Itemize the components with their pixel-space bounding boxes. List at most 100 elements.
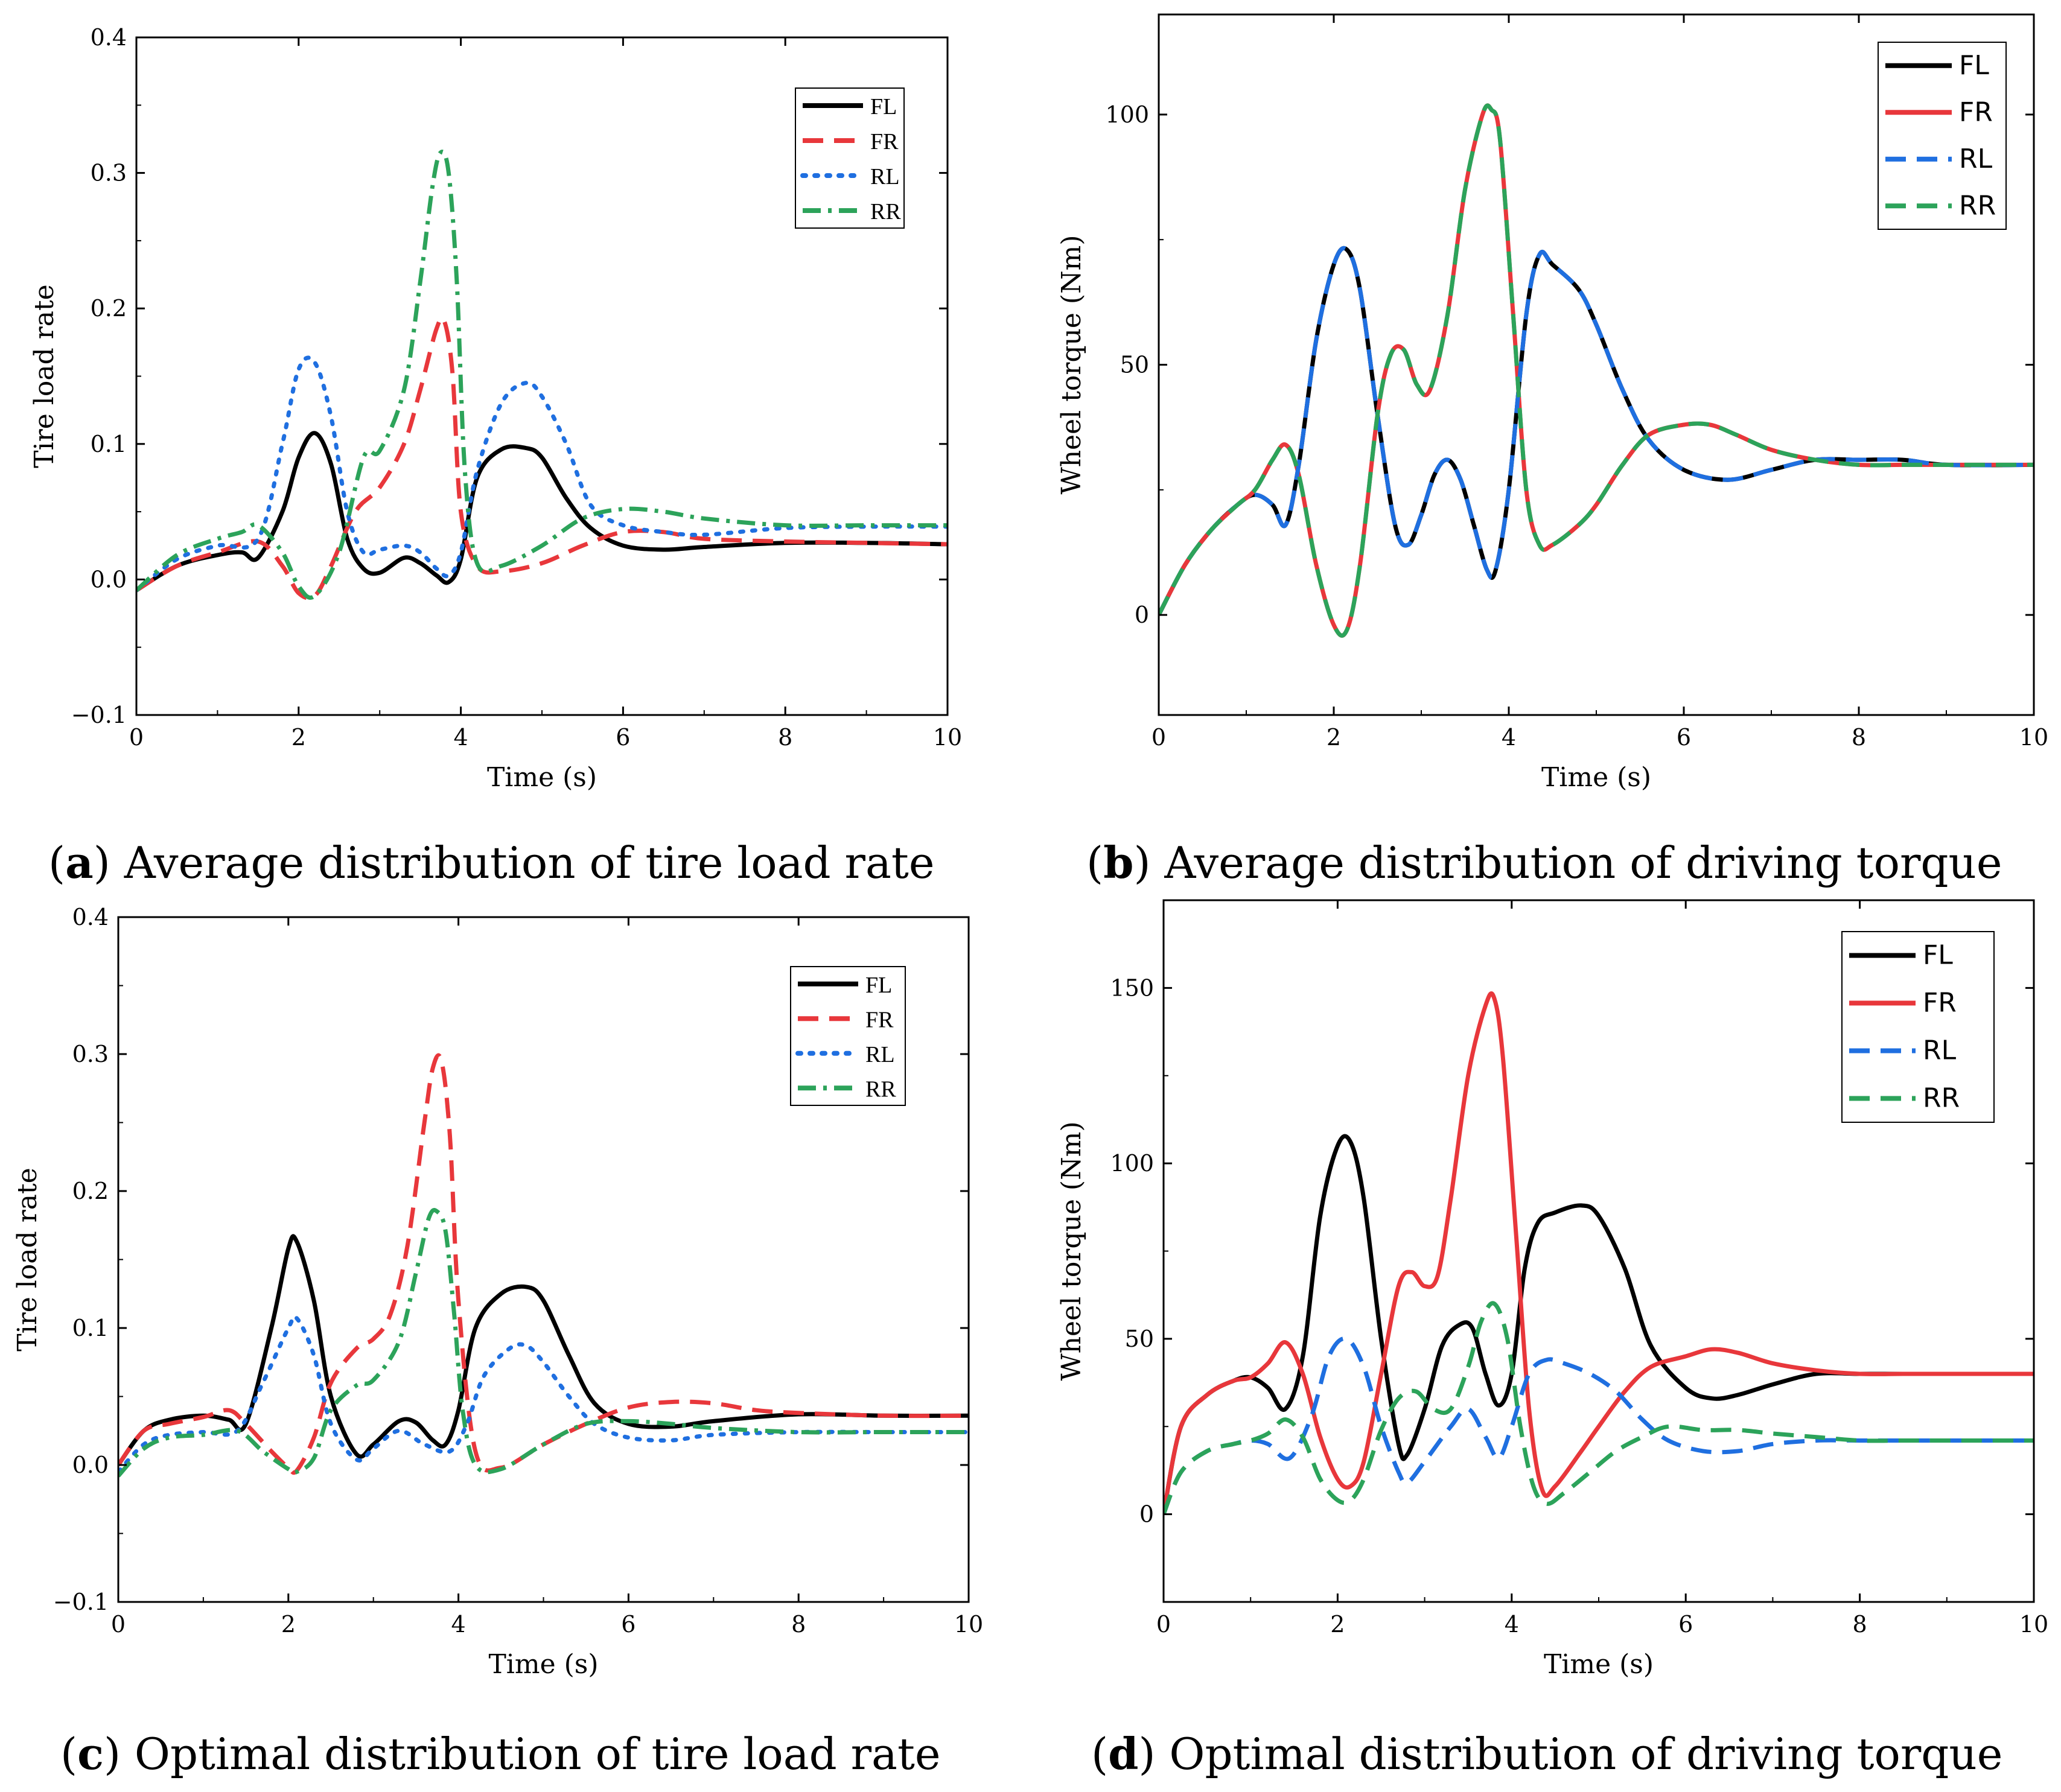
series-lines (136, 150, 948, 600)
series-line-rl (136, 355, 948, 593)
x-tick-label: 0 (1156, 1611, 1171, 1638)
y-tick-label: 0.4 (72, 904, 109, 930)
x-tick-label: 8 (778, 724, 792, 751)
series-line-rr (1159, 103, 2034, 638)
legend-label-fr: FR (1959, 97, 1993, 127)
x-tick-label: 0 (1152, 724, 1166, 751)
y-tick-label: 0.2 (72, 1178, 109, 1204)
series-line-rl (1164, 1336, 2034, 1515)
caption-text: Optimal distribution of driving torque (1169, 1729, 2002, 1779)
series-line-rr (1164, 1301, 2034, 1515)
x-tick-label: 8 (791, 1611, 806, 1638)
x-axis-title: Time (s) (488, 1649, 598, 1680)
caption-close-paren: ) (1138, 1729, 1169, 1779)
legend-label-rl: RL (865, 1042, 895, 1067)
x-tick-label: 6 (1678, 1611, 1693, 1638)
panel-caption: (b) Average distribution of driving torq… (1086, 837, 2002, 888)
series-line-fr (118, 1053, 969, 1475)
legend: FL FR RL RR (795, 87, 905, 229)
x-tick-label: 0 (129, 724, 144, 751)
series-line-fl (136, 431, 948, 593)
legend: FL FR RL RR (790, 966, 906, 1106)
legend-label-fr: FR (1923, 988, 1957, 1018)
legend-label-rr: RR (1959, 190, 1996, 221)
legend-label-fl: FL (1959, 50, 1989, 81)
x-tick-label: 4 (451, 1611, 466, 1638)
x-tick-label: 2 (281, 1611, 296, 1638)
series-line-fl (118, 1234, 969, 1467)
caption-open-paren: ( (48, 837, 65, 888)
y-tick-label: 0.2 (91, 295, 127, 322)
series-line-fr (136, 316, 948, 600)
x-tick-label: 8 (1853, 1611, 1867, 1638)
legend-label-rr: RR (870, 199, 901, 224)
legend-label-rl: RL (1923, 1035, 1957, 1066)
y-tick-label: 0 (1135, 602, 1149, 628)
x-tick-label: 2 (291, 724, 306, 751)
legend-box (1841, 931, 1995, 1123)
x-tick-label: 6 (621, 1611, 636, 1638)
x-tick-label: 6 (616, 724, 630, 751)
x-axis-title: Time (s) (487, 762, 597, 793)
panel-c: 0 2 4 6 8 10 −0.1 0.0 0.1 0.2 0.3 0.4 Time (s) Tire l… (12, 904, 983, 1779)
y-tick-label: 0.0 (72, 1452, 109, 1478)
legend-label-fl: FL (1923, 940, 1953, 971)
x-tick-label: 2 (1330, 1611, 1345, 1638)
x-tick-label: 10 (933, 724, 962, 751)
series-line-rr (118, 1208, 969, 1478)
y-tick-label: −0.1 (53, 1589, 109, 1615)
caption-text: Average distribution of tire load rate (124, 837, 935, 888)
caption-close-paren: ) (94, 837, 124, 888)
legend-box (795, 87, 905, 229)
y-tick-label: 0.1 (72, 1315, 109, 1341)
legend-box (790, 966, 906, 1106)
y-tick-label: 0.1 (91, 431, 127, 457)
y-tick-label: 50 (1125, 1326, 1154, 1352)
y-tick-label: −0.1 (71, 702, 127, 728)
legend-label-rl: RL (870, 164, 900, 189)
panel-caption: (d) Optimal distribution of driving torq… (1091, 1728, 2002, 1779)
legend: FL FR RL RR (1841, 931, 1995, 1123)
caption-letter: c (77, 1728, 104, 1779)
legend-label-fr: FR (865, 1007, 894, 1032)
x-tick-label: 8 (1852, 724, 1866, 751)
x-tick-label: 4 (1502, 724, 1516, 751)
caption-text: Optimal distribution of tire load rate (135, 1729, 941, 1779)
caption-open-paren: ( (1086, 837, 1103, 888)
x-tick-label: 4 (454, 724, 468, 751)
y-tick-label: 0.0 (91, 566, 127, 593)
caption-letter: d (1108, 1728, 1138, 1779)
legend: FL FR RL RR (1878, 42, 2007, 230)
y-tick-label: 0.3 (72, 1041, 109, 1067)
caption-letter: b (1103, 837, 1133, 888)
legend-label-rr: RR (865, 1076, 896, 1102)
caption-open-paren: ( (60, 1729, 77, 1779)
caption-close-paren: ) (1133, 837, 1164, 888)
y-axis-title: Wheel torque (Nm) (1056, 1122, 1087, 1381)
x-tick-label: 6 (1677, 724, 1691, 751)
y-tick-label: 0.3 (91, 160, 127, 186)
legend-label-fl: FL (865, 973, 892, 998)
series-line-fr (1164, 991, 2034, 1515)
x-axis-title: Time (s) (1544, 1649, 1654, 1680)
series-lines (1164, 991, 2034, 1515)
panel-a: 0 2 4 6 8 10 −0.1 0.0 0.1 0.2 0.3 0.4 Time (s) Tire l… (29, 24, 962, 888)
caption-text: Average distribution of driving torque (1164, 837, 2002, 888)
x-tick-label: 0 (111, 1611, 126, 1638)
series-line-rr (136, 150, 948, 600)
x-axis-title: Time (s) (1541, 762, 1651, 793)
series-line-fl (1164, 1134, 2034, 1515)
legend-box (1878, 42, 2007, 230)
y-tick-label: 100 (1105, 101, 1149, 128)
y-tick-label: 100 (1110, 1150, 1154, 1177)
y-tick-label: 0.4 (91, 24, 127, 51)
y-axis-title: Tire load rate (29, 284, 60, 468)
y-axis-title: Tire load rate (12, 1168, 43, 1351)
x-tick-label: 2 (1327, 724, 1341, 751)
legend-label-fr: FR (870, 129, 899, 154)
panel-caption: (a) Average distribution of tire load ra… (48, 837, 934, 888)
